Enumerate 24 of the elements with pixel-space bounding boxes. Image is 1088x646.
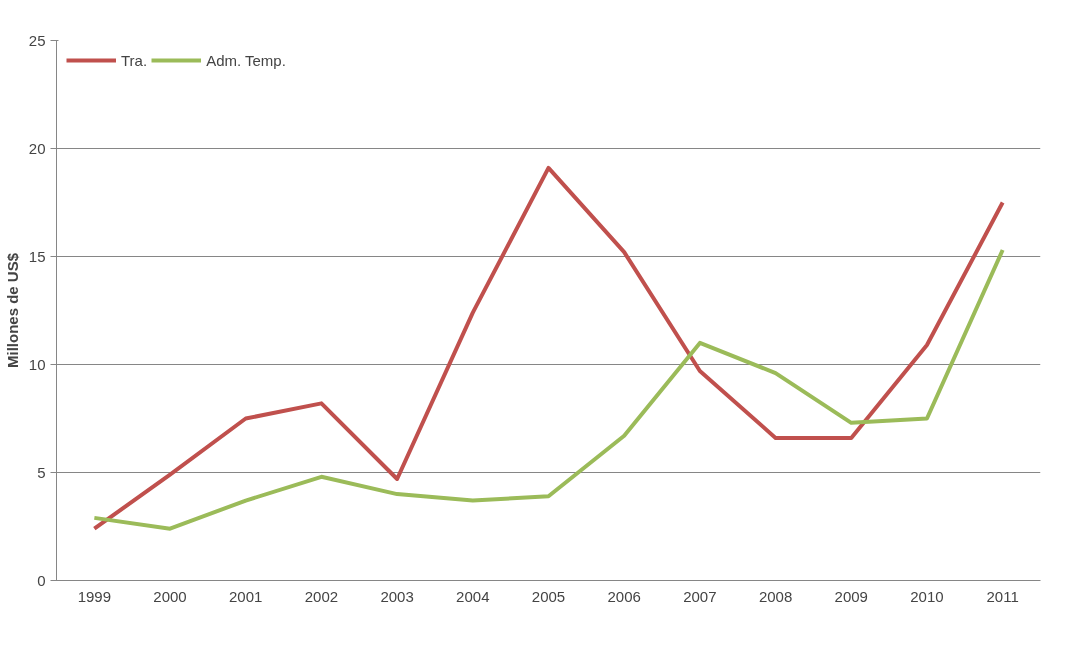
x-tick-label: 2005 <box>531 587 566 605</box>
legend-label: Tra. <box>121 51 148 69</box>
x-tick-label: 2003 <box>380 587 414 605</box>
x-tick-label: 2010 <box>910 587 944 605</box>
x-tick-label: 2011 <box>986 587 1019 605</box>
y-axis-title: Millones de US$ <box>3 252 21 369</box>
x-tick-label: 2002 <box>304 587 339 605</box>
y-tick-label: 0 <box>37 571 46 589</box>
x-tick-label: 2007 <box>683 587 717 605</box>
x-tick-label: 2009 <box>834 587 868 605</box>
x-tick-label: 2000 <box>153 587 187 605</box>
x-tick-label: 2008 <box>758 587 793 605</box>
y-tick-label: 5 <box>37 463 46 481</box>
x-tick-label: 1999 <box>77 587 112 605</box>
y-tick-label: 15 <box>28 247 46 265</box>
legend-label: Adm. Temp. <box>206 51 286 69</box>
x-tick-label: 2004 <box>456 587 490 605</box>
line-series <box>92 165 1005 531</box>
y-tick-label: 20 <box>28 139 46 157</box>
y-tick-label: 25 <box>28 31 46 49</box>
line-series <box>92 248 1005 531</box>
x-tick-label: 2001 <box>229 587 263 605</box>
y-tick-label: 10 <box>28 355 46 373</box>
x-tick-label: 2006 <box>607 587 641 605</box>
